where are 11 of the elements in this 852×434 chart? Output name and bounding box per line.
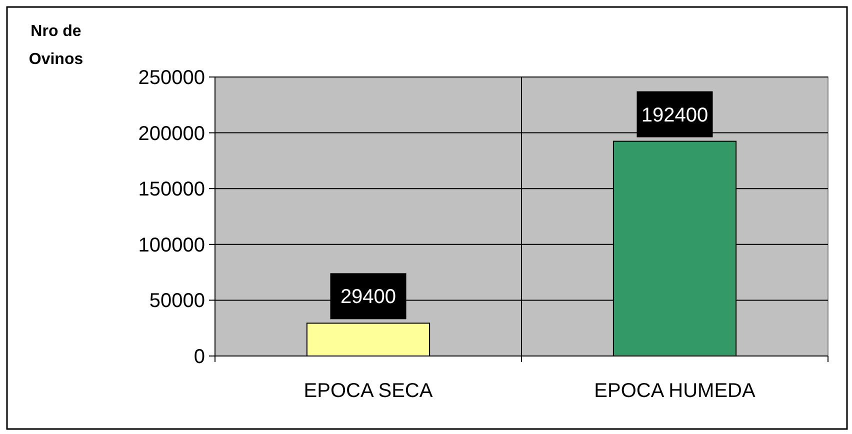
y-tick-label: 200000 xyxy=(138,122,205,145)
y-tick-label: 150000 xyxy=(138,178,205,201)
y-tick-label: 50000 xyxy=(149,290,205,312)
data-label: 29400 xyxy=(340,286,396,308)
y-tick-label: 0 xyxy=(194,346,205,368)
y-tick-label: 100000 xyxy=(138,234,205,256)
x-tick-label: EPOCA SECA xyxy=(304,380,434,402)
y-axis-title: Nro de Ovinos xyxy=(28,23,84,68)
x-tick-label: EPOCA HUMEDA xyxy=(594,380,756,402)
y-tick-label: 250000 xyxy=(138,67,205,89)
data-label: 192400 xyxy=(641,104,708,126)
